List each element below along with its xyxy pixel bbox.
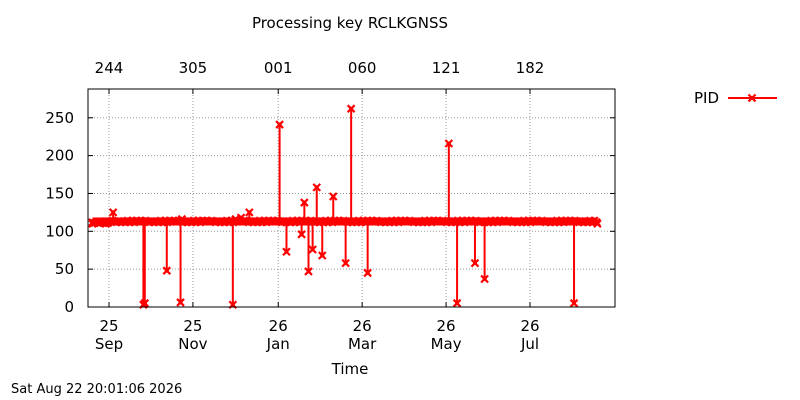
data-point bbox=[503, 217, 513, 226]
data-point bbox=[300, 198, 309, 207]
x-tick-label-month: Sep bbox=[95, 335, 123, 353]
data-point bbox=[593, 219, 602, 229]
x-tick-label-month: Mar bbox=[348, 335, 377, 353]
data-point bbox=[245, 208, 254, 217]
data-point bbox=[317, 251, 327, 260]
data-point bbox=[140, 298, 150, 308]
legend-label-pid: PID bbox=[694, 89, 719, 107]
x-tick-label-month: May bbox=[431, 335, 462, 353]
x-tick-label-day: 25 bbox=[183, 317, 202, 335]
x2-tick-label: 182 bbox=[516, 59, 545, 77]
data-point bbox=[353, 217, 363, 226]
x-axis-label: Time bbox=[331, 360, 369, 378]
x-tick-label-day: 26 bbox=[520, 317, 539, 335]
axis-ticks: 05010015020025025Sep25Nov26Jan26Mar26May… bbox=[45, 59, 615, 353]
data-point bbox=[308, 245, 317, 254]
x2-tick-label: 305 bbox=[179, 59, 208, 77]
data-point bbox=[177, 214, 187, 224]
x-tick-label-day: 25 bbox=[99, 317, 118, 335]
y-tick-label: 100 bbox=[45, 222, 74, 240]
data-point bbox=[432, 217, 441, 226]
data-point bbox=[282, 247, 291, 257]
x-tick-label-day: 26 bbox=[353, 317, 372, 335]
data-point bbox=[236, 213, 246, 222]
y-tick-label: 200 bbox=[45, 147, 74, 165]
data-point bbox=[444, 139, 454, 148]
data-point bbox=[176, 298, 185, 307]
data-point bbox=[328, 192, 338, 201]
data-point bbox=[101, 217, 111, 226]
x-tick-label-day: 26 bbox=[269, 317, 288, 335]
legend-marker-glyph bbox=[747, 93, 757, 103]
data-point bbox=[483, 217, 492, 226]
x2-tick-label: 001 bbox=[264, 59, 293, 77]
chart-title: Processing key RCLKGNSS bbox=[251, 14, 449, 32]
y-tick-label: 0 bbox=[64, 298, 74, 316]
grid-lines bbox=[88, 89, 615, 307]
data-point bbox=[341, 258, 350, 268]
data-point bbox=[525, 217, 535, 226]
x-tick-label-day: 26 bbox=[437, 317, 456, 335]
y-tick-label: 150 bbox=[45, 184, 74, 202]
data-point bbox=[276, 217, 286, 226]
data-point bbox=[162, 266, 172, 275]
data-point bbox=[304, 267, 313, 276]
x-tick-label-month: Jan bbox=[266, 335, 290, 353]
y-tick-label: 250 bbox=[45, 109, 74, 127]
data-point bbox=[480, 274, 489, 284]
data-point bbox=[231, 214, 240, 224]
data-point bbox=[363, 268, 372, 278]
data-point bbox=[249, 217, 258, 226]
x-tick-label-month: Jul bbox=[520, 335, 539, 353]
data-point bbox=[275, 120, 284, 129]
data-point bbox=[201, 217, 210, 226]
data-point bbox=[133, 217, 143, 226]
legend: PID bbox=[694, 89, 777, 107]
data-point bbox=[452, 298, 462, 308]
data-point bbox=[115, 217, 125, 226]
data-point bbox=[166, 217, 176, 226]
data-point bbox=[447, 217, 456, 226]
x2-tick-label: 244 bbox=[95, 59, 124, 77]
x2-tick-label: 121 bbox=[432, 59, 461, 77]
data-point bbox=[575, 217, 584, 226]
series-pid bbox=[88, 104, 602, 310]
x2-tick-label: 060 bbox=[348, 59, 377, 77]
data-point bbox=[312, 183, 322, 192]
data-point bbox=[470, 258, 480, 268]
y-tick-label: 50 bbox=[55, 260, 74, 278]
timestamp: Sat Aug 22 20:01:06 2026 bbox=[11, 382, 183, 397]
x-tick-label-month: Nov bbox=[178, 335, 207, 353]
data-point bbox=[346, 104, 356, 113]
legend-marker bbox=[747, 93, 757, 103]
data-point bbox=[108, 208, 118, 217]
data-point bbox=[569, 298, 579, 308]
plot-frame bbox=[87, 88, 616, 308]
data-point bbox=[88, 219, 97, 229]
data-point bbox=[297, 230, 306, 239]
